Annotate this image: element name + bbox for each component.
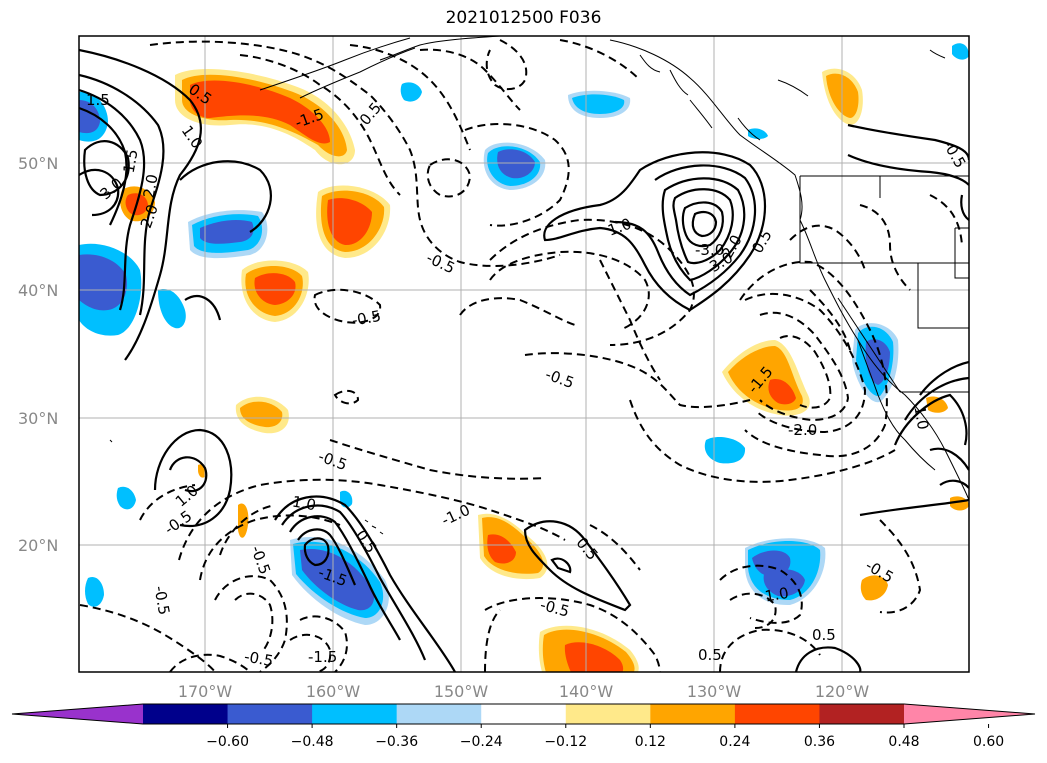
colorbar: −0.60 −0.48 −0.36 −0.24 −0.12 0.12 0.24 0.36 0.4… xyxy=(11,703,1036,750)
colorbar-tick-label: −0.36 xyxy=(375,734,418,750)
colorbar-tick-label: −0.60 xyxy=(206,734,249,750)
contour-label: 2.0 xyxy=(140,173,162,200)
lon-label: 150°W xyxy=(434,682,489,701)
colorbar-extend-low xyxy=(12,704,143,724)
lon-label: 170°W xyxy=(178,682,233,701)
colorbar-extend-high xyxy=(904,704,1035,724)
colorbar-outline xyxy=(11,703,1036,725)
colorbar-tick-label: 0.12 xyxy=(635,734,666,750)
colorbar-tick-label: −0.48 xyxy=(291,734,334,750)
contour-label: 0.5 xyxy=(698,646,722,664)
contour-label: -0.5 xyxy=(543,365,577,392)
contour-label: 1.5 xyxy=(86,91,110,109)
contour-label: 1.5 xyxy=(120,148,142,175)
contour-label: 1.0 xyxy=(291,492,318,514)
colorbar-tick-label: 0.48 xyxy=(888,734,919,750)
colorbar-tick-label: −0.24 xyxy=(460,734,503,750)
lat-label: 50°N xyxy=(18,154,58,173)
colorbar-segment xyxy=(143,704,229,724)
colorbar-segment xyxy=(650,704,736,724)
shaded-anomaly-patches xyxy=(79,43,969,672)
contour-label: 0.5 xyxy=(812,626,836,644)
map-panel: 1.5 0.5 1.0 2.0 1.5 3.0 2.0 -1.5 0.5 1.0… xyxy=(79,36,969,672)
solid-contours xyxy=(79,48,969,672)
contour-label: 1.0 xyxy=(763,584,790,606)
colorbar-tick-label: 0.24 xyxy=(719,734,750,750)
figure-title: 2021012500 F036 xyxy=(445,8,602,28)
contour-label: -0.5 xyxy=(350,307,382,330)
lat-axis: 50°N 40°N 30°N 20°N xyxy=(18,154,58,555)
colorbar-segment xyxy=(819,704,905,724)
gridlines xyxy=(79,36,969,672)
colorbar-segment xyxy=(396,704,482,724)
contour-label: -1.0 xyxy=(439,501,473,530)
contour-label: -0.5 xyxy=(247,543,274,577)
contour-label: 1.0 xyxy=(172,481,202,510)
contour-label: 1.0 xyxy=(605,215,634,240)
contour-label: -0.5 xyxy=(243,647,275,670)
map-frame xyxy=(78,35,970,673)
dashed-contours xyxy=(79,39,963,672)
contour-label: -3.0 xyxy=(695,241,724,259)
contour-label: 0.5 xyxy=(572,534,601,564)
colorbar-tick-label: 0.36 xyxy=(804,734,835,750)
lon-axis: 170°W 160°W 150°W 140°W 130°W 120°W xyxy=(178,682,870,701)
colorbar-segment xyxy=(312,704,398,724)
contour-label: -1.5 xyxy=(308,648,337,666)
colorbar-tick-label: 0.60 xyxy=(973,734,1004,750)
contour-label: -0.5 xyxy=(424,249,458,278)
lon-label: 140°W xyxy=(559,682,614,701)
colorbar-segment xyxy=(227,704,313,724)
colorbar-segment xyxy=(565,704,651,724)
contour-label: -2.0 xyxy=(788,421,817,439)
contour-label: -0.5 xyxy=(150,584,173,616)
lon-label: 120°W xyxy=(815,682,870,701)
colorbar-tick-label: −0.12 xyxy=(544,734,587,750)
lat-label: 40°N xyxy=(18,281,58,300)
lon-label: 130°W xyxy=(687,682,742,701)
lon-label: 160°W xyxy=(306,682,361,701)
lat-label: 30°N xyxy=(18,409,58,428)
contour-label: -0.5 xyxy=(316,447,350,474)
colorbar-segment xyxy=(734,704,820,724)
colorbar-segment xyxy=(481,704,567,724)
contour-label: 1.0 xyxy=(910,404,932,431)
lat-label: 20°N xyxy=(18,536,58,555)
